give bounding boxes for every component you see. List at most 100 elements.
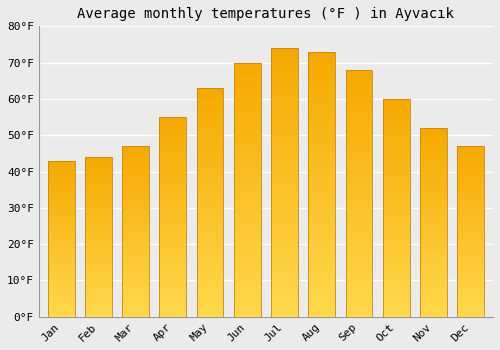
Bar	[85, 168, 112, 170]
Bar	[308, 309, 335, 312]
Bar	[308, 277, 335, 280]
Bar	[196, 308, 224, 310]
Bar	[196, 271, 224, 273]
Bar	[308, 192, 335, 195]
Bar	[383, 288, 409, 290]
Bar	[122, 260, 149, 262]
Bar	[160, 313, 186, 315]
Bar	[458, 259, 484, 260]
Bar	[346, 132, 372, 134]
Bar	[308, 174, 335, 176]
Bar	[48, 225, 74, 226]
Bar	[346, 260, 372, 262]
Bar	[48, 289, 74, 290]
Bar	[458, 281, 484, 283]
Bar	[458, 257, 484, 259]
Bar	[234, 131, 260, 134]
Bar	[420, 158, 447, 160]
Bar	[383, 177, 409, 180]
Bar	[160, 131, 186, 133]
Bar	[271, 131, 298, 134]
Bar	[122, 178, 149, 180]
Bar	[271, 212, 298, 215]
Bar	[458, 192, 484, 194]
Bar	[85, 197, 112, 198]
Bar	[196, 294, 224, 296]
Bar	[346, 297, 372, 300]
Bar	[383, 142, 409, 145]
Bar	[346, 85, 372, 87]
Bar	[383, 103, 409, 105]
Bar	[458, 307, 484, 308]
Bar	[308, 123, 335, 126]
Bar	[85, 294, 112, 296]
Bar	[308, 221, 335, 224]
Bar	[122, 161, 149, 163]
Bar	[420, 128, 447, 130]
Bar	[196, 207, 224, 209]
Bar	[308, 139, 335, 142]
Bar	[308, 166, 335, 168]
Bar	[196, 264, 224, 266]
Bar	[308, 190, 335, 192]
Bar	[85, 184, 112, 186]
Bar	[122, 248, 149, 250]
Bar	[346, 109, 372, 112]
Bar	[85, 210, 112, 211]
Bar	[458, 248, 484, 250]
Bar	[271, 206, 298, 209]
Bar	[196, 312, 224, 315]
Bar	[234, 274, 260, 276]
Bar	[383, 112, 409, 114]
Bar	[160, 311, 186, 313]
Bar	[85, 302, 112, 304]
Bar	[234, 78, 260, 80]
Bar	[122, 235, 149, 237]
Bar	[271, 258, 298, 260]
Bar	[122, 175, 149, 177]
Bar	[346, 270, 372, 272]
Bar	[48, 220, 74, 222]
Bar	[160, 203, 186, 205]
Bar	[48, 200, 74, 201]
Bar	[458, 256, 484, 257]
Bar	[160, 223, 186, 225]
Bar	[48, 161, 74, 317]
Bar	[234, 192, 260, 195]
Bar	[85, 256, 112, 258]
Bar	[85, 213, 112, 215]
Bar	[271, 67, 298, 70]
Bar	[458, 221, 484, 223]
Bar	[383, 188, 409, 190]
Bar	[122, 187, 149, 189]
Bar	[48, 268, 74, 270]
Bar	[196, 200, 224, 202]
Bar	[383, 247, 409, 249]
Bar	[196, 315, 224, 317]
Bar	[122, 186, 149, 187]
Bar	[420, 209, 447, 211]
Bar	[308, 65, 335, 68]
Bar	[85, 245, 112, 246]
Bar	[196, 122, 224, 125]
Bar	[383, 313, 409, 315]
Bar	[122, 307, 149, 308]
Bar	[271, 105, 298, 107]
Bar	[458, 264, 484, 266]
Bar	[85, 219, 112, 221]
Bar	[346, 154, 372, 156]
Bar	[85, 237, 112, 238]
Bar	[308, 68, 335, 70]
Bar	[122, 184, 149, 186]
Bar	[122, 283, 149, 284]
Bar	[196, 230, 224, 232]
Bar	[346, 255, 372, 258]
Bar	[308, 245, 335, 248]
Bar	[383, 269, 409, 271]
Bar	[308, 171, 335, 174]
Bar	[196, 147, 224, 150]
Bar	[271, 113, 298, 115]
Bar	[48, 234, 74, 236]
Bar	[271, 59, 298, 62]
Bar	[48, 286, 74, 287]
